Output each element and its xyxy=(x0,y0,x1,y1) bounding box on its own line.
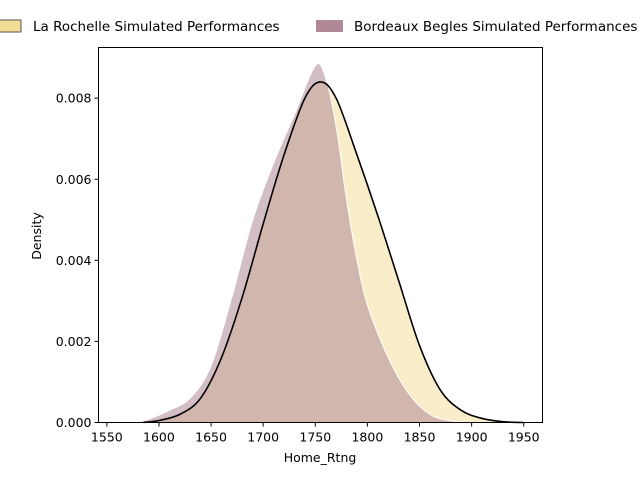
y-tick-label: 0.006 xyxy=(56,172,92,187)
plot-area xyxy=(132,63,524,424)
y-tick-label: 0.002 xyxy=(56,334,92,349)
x-tick-label: 1600 xyxy=(143,430,175,445)
legend: La Rochelle Simulated Performances Borde… xyxy=(0,19,637,35)
legend-swatch-bordeaux xyxy=(316,20,343,32)
y-axis-title: Density xyxy=(29,212,44,260)
line-la-rochelle xyxy=(143,81,524,424)
area-bordeaux xyxy=(132,63,493,423)
y-axis: 0.000 0.002 0.004 0.006 0.008 xyxy=(56,91,99,430)
x-tick-label: 1650 xyxy=(195,430,227,445)
axes-frame xyxy=(98,47,543,423)
y-tick-label: 0.004 xyxy=(56,253,92,268)
legend-label-la-rochelle: La Rochelle Simulated Performances xyxy=(33,19,280,35)
x-tick-label: 1700 xyxy=(247,430,279,445)
y-tick-label: 0.008 xyxy=(56,91,92,106)
legend-swatch-la-rochelle xyxy=(0,19,22,33)
x-axis-title: Home_Rtng xyxy=(284,450,357,465)
x-tick-label: 1850 xyxy=(404,430,436,445)
x-tick-label: 1550 xyxy=(91,430,123,445)
x-tick-label: 1800 xyxy=(351,430,383,445)
legend-label-bordeaux: Bordeaux Begles Simulated Performances xyxy=(354,19,637,35)
line-bordeaux xyxy=(132,63,493,423)
x-axis: 1550 1600 1650 1700 1750 1800 1850 1900 1950 xyxy=(91,422,540,445)
x-tick-label: 1750 xyxy=(299,430,331,445)
x-tick-label: 1950 xyxy=(508,430,540,445)
y-tick-label: 0.000 xyxy=(56,415,92,430)
x-tick-label: 1900 xyxy=(456,430,488,445)
